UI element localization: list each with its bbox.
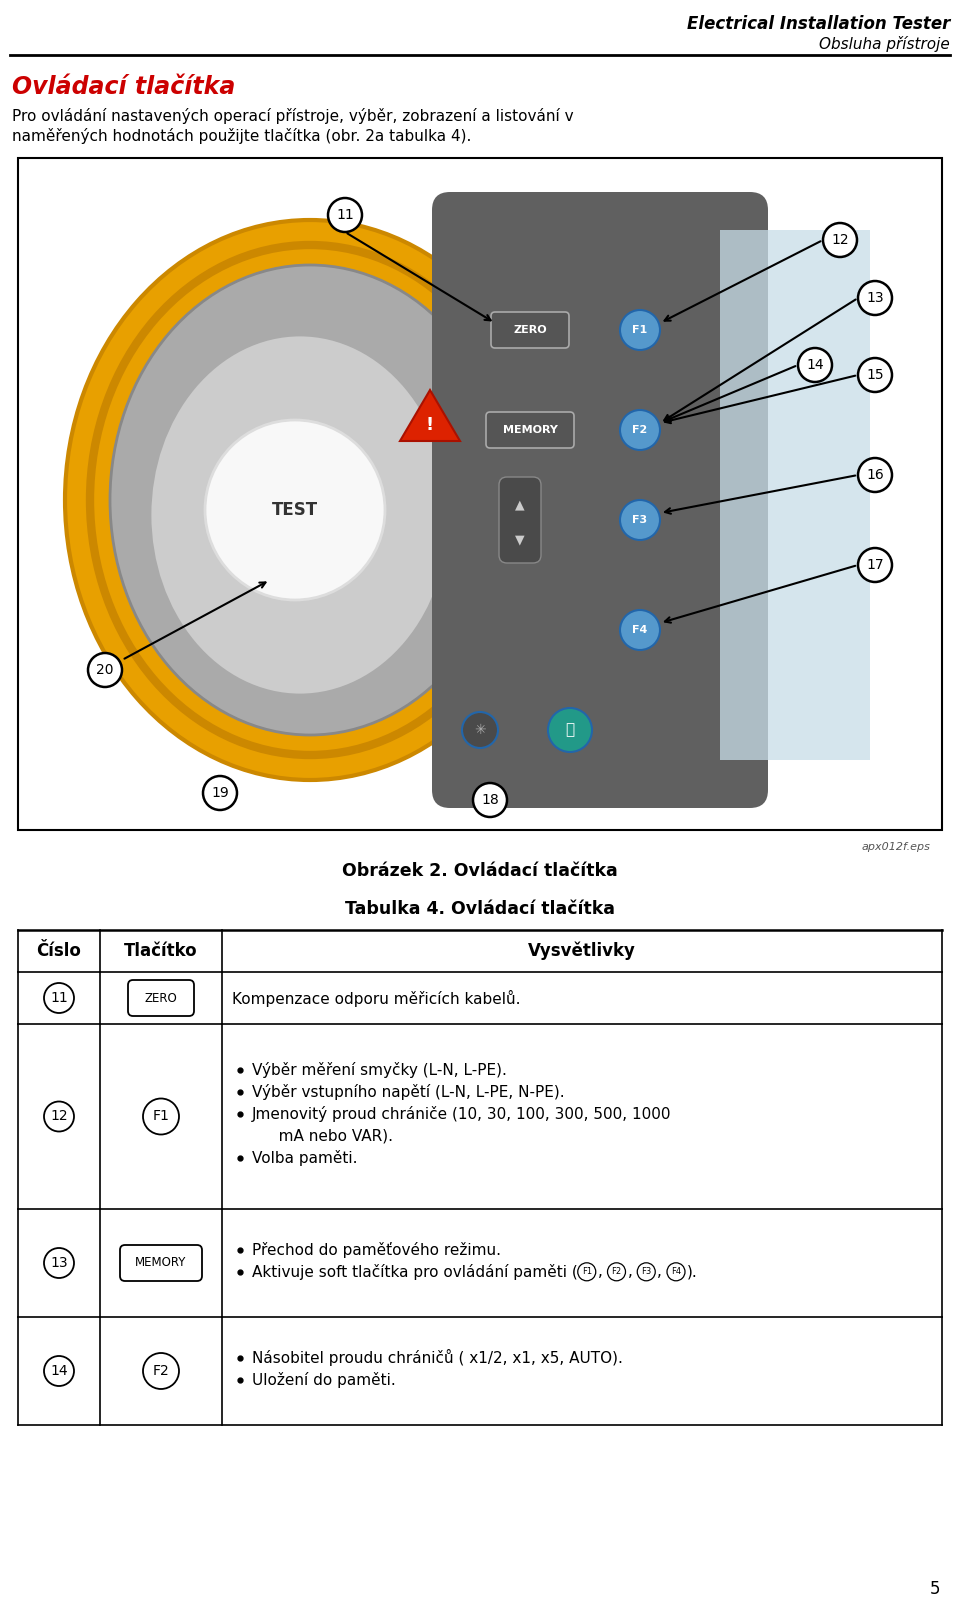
Circle shape [143, 1353, 179, 1390]
Text: F4: F4 [671, 1267, 681, 1277]
Text: ZERO: ZERO [145, 992, 178, 1005]
Text: Tlačítko: Tlačítko [124, 942, 198, 960]
FancyBboxPatch shape [720, 229, 870, 760]
FancyBboxPatch shape [486, 412, 574, 448]
Polygon shape [400, 389, 460, 441]
Circle shape [578, 1262, 596, 1281]
Text: Číslo: Číslo [36, 942, 82, 960]
Text: F1: F1 [582, 1267, 591, 1277]
Circle shape [328, 199, 362, 233]
Text: ▼: ▼ [516, 533, 525, 546]
Text: Obsluha přístroje: Obsluha přístroje [819, 36, 950, 52]
Text: Uložení do paměti.: Uložení do paměti. [252, 1372, 396, 1388]
Text: 14: 14 [806, 359, 824, 372]
Text: ✳: ✳ [474, 722, 486, 737]
Text: 13: 13 [866, 291, 884, 305]
Text: apx012f.eps: apx012f.eps [861, 842, 930, 852]
Circle shape [44, 1102, 74, 1131]
Text: 11: 11 [50, 991, 68, 1005]
Text: Ovládací tlačítka: Ovládací tlačítka [12, 74, 235, 99]
Circle shape [620, 499, 660, 540]
FancyBboxPatch shape [491, 312, 569, 347]
Text: 20: 20 [96, 663, 113, 677]
Text: F1: F1 [153, 1110, 169, 1123]
Text: F2: F2 [633, 425, 648, 435]
Circle shape [44, 983, 74, 1013]
Text: F3: F3 [641, 1267, 652, 1277]
Text: ▲: ▲ [516, 498, 525, 512]
Text: Ⓘ: Ⓘ [565, 722, 575, 737]
Ellipse shape [65, 220, 555, 781]
Text: Přechod do paměťového režimu.: Přechod do paměťového režimu. [252, 1241, 501, 1257]
Ellipse shape [110, 265, 510, 735]
Text: 14: 14 [50, 1364, 68, 1378]
Circle shape [205, 420, 385, 600]
Text: F2: F2 [612, 1267, 621, 1277]
Circle shape [823, 223, 857, 257]
Text: Jmenovitý proud chrániče (10, 30, 100, 300, 500, 1000: Jmenovitý proud chrániče (10, 30, 100, 3… [252, 1107, 671, 1122]
Circle shape [858, 281, 892, 315]
FancyBboxPatch shape [499, 477, 541, 562]
Text: 12: 12 [831, 233, 849, 247]
Text: 16: 16 [866, 469, 884, 482]
Text: 12: 12 [50, 1110, 68, 1123]
Circle shape [44, 1356, 74, 1387]
Text: Výběr měření smyčky (L-N, L-PE).: Výběr měření smyčky (L-N, L-PE). [252, 1062, 507, 1078]
Text: 13: 13 [50, 1256, 68, 1270]
Circle shape [858, 548, 892, 582]
Circle shape [462, 713, 498, 748]
Text: Pro ovládání nastavených operací přístroje, výběr, zobrazení a listování v: Pro ovládání nastavených operací přístro… [12, 108, 574, 124]
Text: Výběr vstupního napětí (L-N, L-PE, N-PE).: Výběr vstupního napětí (L-N, L-PE, N-PE)… [252, 1084, 564, 1100]
Text: MEMORY: MEMORY [503, 425, 558, 435]
Ellipse shape [150, 335, 450, 695]
Text: Násobitel proudu chráničů ( x1/2, x1, x5, AUTO).: Násobitel proudu chráničů ( x1/2, x1, x5… [252, 1349, 623, 1366]
Text: F2: F2 [153, 1364, 169, 1378]
Text: TEST: TEST [272, 501, 318, 519]
Text: F1: F1 [633, 325, 648, 335]
FancyBboxPatch shape [120, 1244, 202, 1281]
Text: 18: 18 [481, 793, 499, 806]
Circle shape [473, 784, 507, 818]
Text: 17: 17 [866, 558, 884, 572]
Circle shape [88, 653, 122, 687]
Text: Kompenzace odporu měřicích kabelů.: Kompenzace odporu měřicích kabelů. [232, 989, 520, 1007]
Text: Volba paměti.: Volba paměti. [252, 1151, 357, 1167]
Text: ,: , [628, 1264, 637, 1280]
Circle shape [667, 1262, 685, 1281]
Text: Aktivuje soft tlačítka pro ovládání paměti (: Aktivuje soft tlačítka pro ovládání pamě… [252, 1264, 578, 1280]
Circle shape [548, 708, 592, 751]
Text: F3: F3 [633, 516, 648, 525]
Text: !: ! [426, 415, 434, 435]
Circle shape [44, 1248, 74, 1278]
Text: ).: ). [687, 1264, 698, 1280]
Circle shape [143, 1099, 179, 1134]
Text: ,: , [658, 1264, 667, 1280]
Text: Electrical Installation Tester: Electrical Installation Tester [686, 15, 950, 32]
Bar [18, 158, 942, 831]
Text: Obrázek 2. Ovládací tlačítka: Obrázek 2. Ovládací tlačítka [342, 861, 618, 881]
Circle shape [798, 347, 832, 381]
Text: ZERO: ZERO [514, 325, 547, 335]
Circle shape [858, 457, 892, 491]
Circle shape [620, 609, 660, 650]
Text: mA nebo VAR).: mA nebo VAR). [264, 1130, 393, 1144]
Text: naměřených hodnotách použijte tlačítka (obr. 2a tabulka 4).: naměřených hodnotách použijte tlačítka (… [12, 128, 471, 144]
Text: 11: 11 [336, 208, 354, 221]
Text: 15: 15 [866, 368, 884, 381]
FancyBboxPatch shape [128, 979, 194, 1016]
Circle shape [608, 1262, 626, 1281]
Circle shape [203, 776, 237, 810]
Circle shape [858, 359, 892, 393]
Text: F4: F4 [633, 625, 648, 635]
Circle shape [620, 410, 660, 449]
Text: ,: , [598, 1264, 608, 1280]
Circle shape [637, 1262, 656, 1281]
Text: 19: 19 [211, 785, 228, 800]
Text: Tabulka 4. Ovládací tlačítka: Tabulka 4. Ovládací tlačítka [345, 900, 615, 918]
Text: MEMORY: MEMORY [135, 1257, 186, 1270]
Circle shape [620, 310, 660, 351]
Text: Vysvětlivky: Vysvětlivky [528, 942, 636, 960]
Text: 5: 5 [929, 1580, 940, 1598]
FancyBboxPatch shape [432, 192, 768, 808]
